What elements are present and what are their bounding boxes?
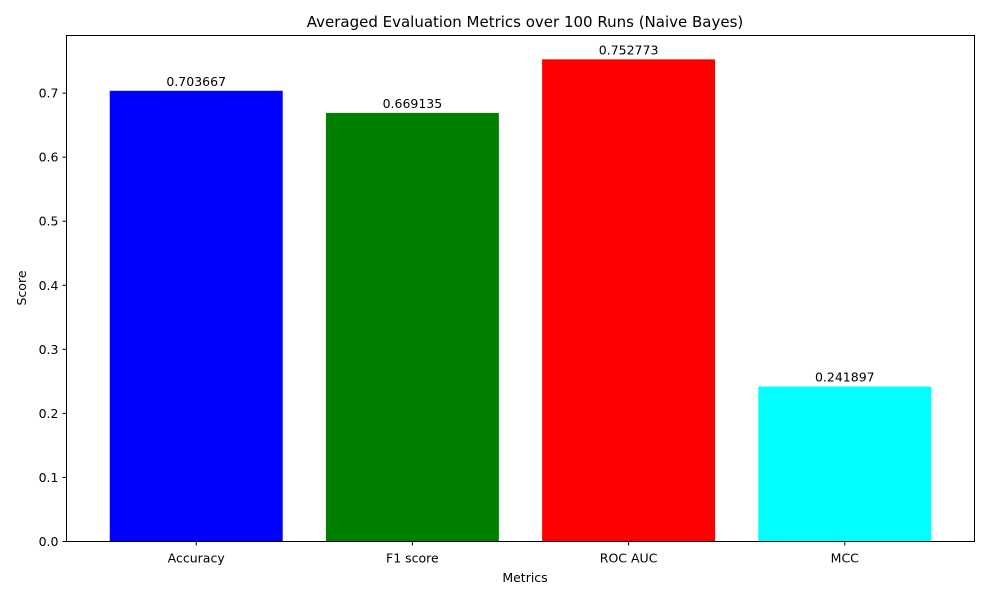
bar-mcc xyxy=(758,386,932,542)
value-labels-layer: 0.703667 0.669135 0.752773 0.241897 xyxy=(166,42,874,384)
x-tick-label: Accuracy xyxy=(168,551,226,566)
x-axis-label: Metrics xyxy=(502,570,547,585)
x-tick-label: ROC AUC xyxy=(600,551,658,566)
y-tick-label: 0.5 xyxy=(39,214,59,229)
y-tick-label: 0.4 xyxy=(39,278,59,293)
y-ticks-layer: 0.0 0.1 0.2 0.3 0.4 0.5 0.6 0.7 xyxy=(39,86,67,549)
y-tick-label: 0.2 xyxy=(39,406,59,421)
x-tick-label: F1 score xyxy=(386,551,439,566)
value-label: 0.703667 xyxy=(166,74,226,89)
y-tick-label: 0.3 xyxy=(39,342,59,357)
x-tick-label: MCC xyxy=(831,551,860,566)
value-label: 0.752773 xyxy=(599,42,659,57)
y-tick-label: 0.1 xyxy=(39,470,59,485)
chart-title: Averaged Evaluation Metrics over 100 Run… xyxy=(307,13,744,31)
bar-f1-score xyxy=(325,112,499,542)
y-tick-label: 0.6 xyxy=(39,150,59,165)
bar-roc-auc xyxy=(542,59,716,542)
x-ticks-layer: Accuracy F1 score ROC AUC MCC xyxy=(168,541,860,566)
value-label: 0.241897 xyxy=(815,370,875,385)
plot-frame xyxy=(66,35,975,542)
y-tick-label: 0.7 xyxy=(39,86,59,101)
bar-accuracy xyxy=(109,90,283,542)
y-tick-label: 0.0 xyxy=(39,534,59,549)
bars-layer xyxy=(109,59,932,542)
value-label: 0.669135 xyxy=(383,96,443,111)
y-axis-label: Score xyxy=(14,270,29,305)
